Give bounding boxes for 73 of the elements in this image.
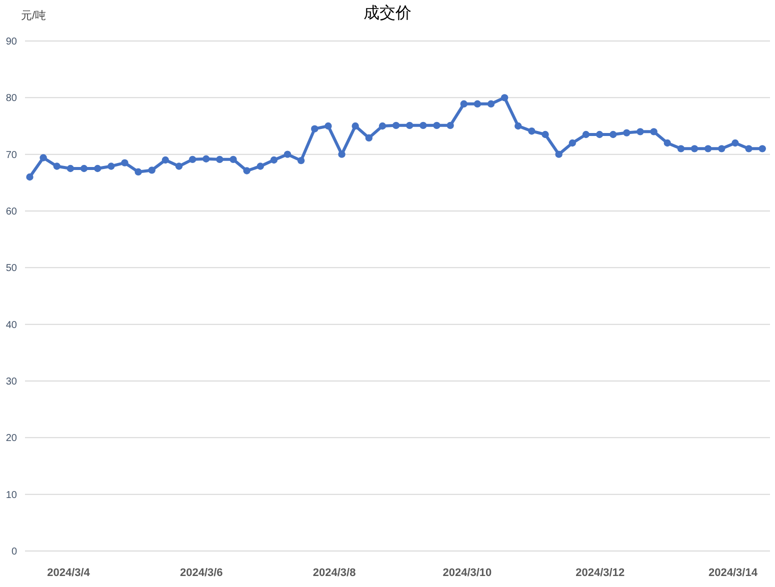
- point: [582, 130, 590, 138]
- point: [487, 100, 495, 108]
- point: [270, 156, 278, 164]
- point: [650, 128, 658, 136]
- point: [474, 100, 482, 108]
- point: [40, 154, 47, 162]
- x-tick-label: 2024/3/8: [312, 567, 356, 579]
- point: [460, 100, 468, 108]
- point: [636, 128, 644, 136]
- x-tick-label: 2024/3/6: [180, 567, 223, 579]
- x-tick-label: 2024/3/4: [47, 567, 91, 579]
- point: [297, 156, 305, 164]
- x-tick-label: 2024/3/10: [442, 567, 492, 579]
- point: [555, 150, 562, 158]
- y-tick-label: 90: [6, 36, 18, 48]
- point: [134, 168, 142, 176]
- point: [528, 128, 536, 135]
- point: [378, 122, 386, 130]
- y-tick-label: 0: [11, 546, 18, 558]
- y-tick-label: 60: [6, 206, 18, 218]
- point: [311, 125, 318, 132]
- chart-title: 成交价: [364, 4, 412, 22]
- point: [80, 164, 88, 172]
- point: [53, 162, 60, 170]
- point: [623, 129, 630, 136]
- y-tick-label: 50: [6, 263, 18, 274]
- y-axis-title: 元/吨: [21, 9, 46, 22]
- point: [406, 122, 414, 130]
- point: [66, 164, 74, 172]
- point: [758, 145, 766, 152]
- point: [365, 134, 373, 142]
- point: [338, 150, 346, 158]
- point: [500, 94, 508, 102]
- point: [596, 130, 604, 138]
- point: [162, 156, 170, 164]
- point: [352, 122, 359, 130]
- point: [542, 130, 549, 138]
- y-tick-label: 40: [6, 320, 18, 331]
- point: [26, 173, 34, 181]
- point: [677, 145, 685, 152]
- y-tick-label: 20: [6, 433, 18, 444]
- point: [514, 122, 522, 130]
- point: [433, 122, 440, 130]
- point: [610, 130, 617, 138]
- x-tick-label: 2024/3/12: [576, 567, 625, 579]
- point: [230, 156, 237, 164]
- y-tick-label: 30: [6, 376, 18, 388]
- point: [175, 162, 183, 170]
- point: [256, 162, 264, 170]
- point: [324, 122, 332, 130]
- point: [284, 150, 292, 158]
- point: [704, 145, 712, 152]
- y-tick-label: 70: [6, 150, 18, 161]
- point: [690, 145, 698, 152]
- y-tick-label: 80: [6, 93, 18, 104]
- x-tick-label: 2024/3/14: [708, 567, 758, 579]
- point: [664, 139, 671, 147]
- point: [148, 166, 156, 174]
- point: [392, 122, 400, 130]
- y-tick-label: 10: [6, 490, 18, 501]
- point: [202, 155, 210, 162]
- point: [216, 156, 224, 164]
- point: [108, 162, 115, 170]
- point: [121, 159, 128, 166]
- point: [718, 145, 726, 152]
- point: [732, 139, 739, 147]
- point: [188, 156, 196, 164]
- point: [568, 139, 576, 147]
- point: [243, 167, 250, 174]
- point: [420, 122, 427, 130]
- point: [446, 122, 454, 130]
- point: [94, 164, 102, 172]
- point: [745, 145, 752, 152]
